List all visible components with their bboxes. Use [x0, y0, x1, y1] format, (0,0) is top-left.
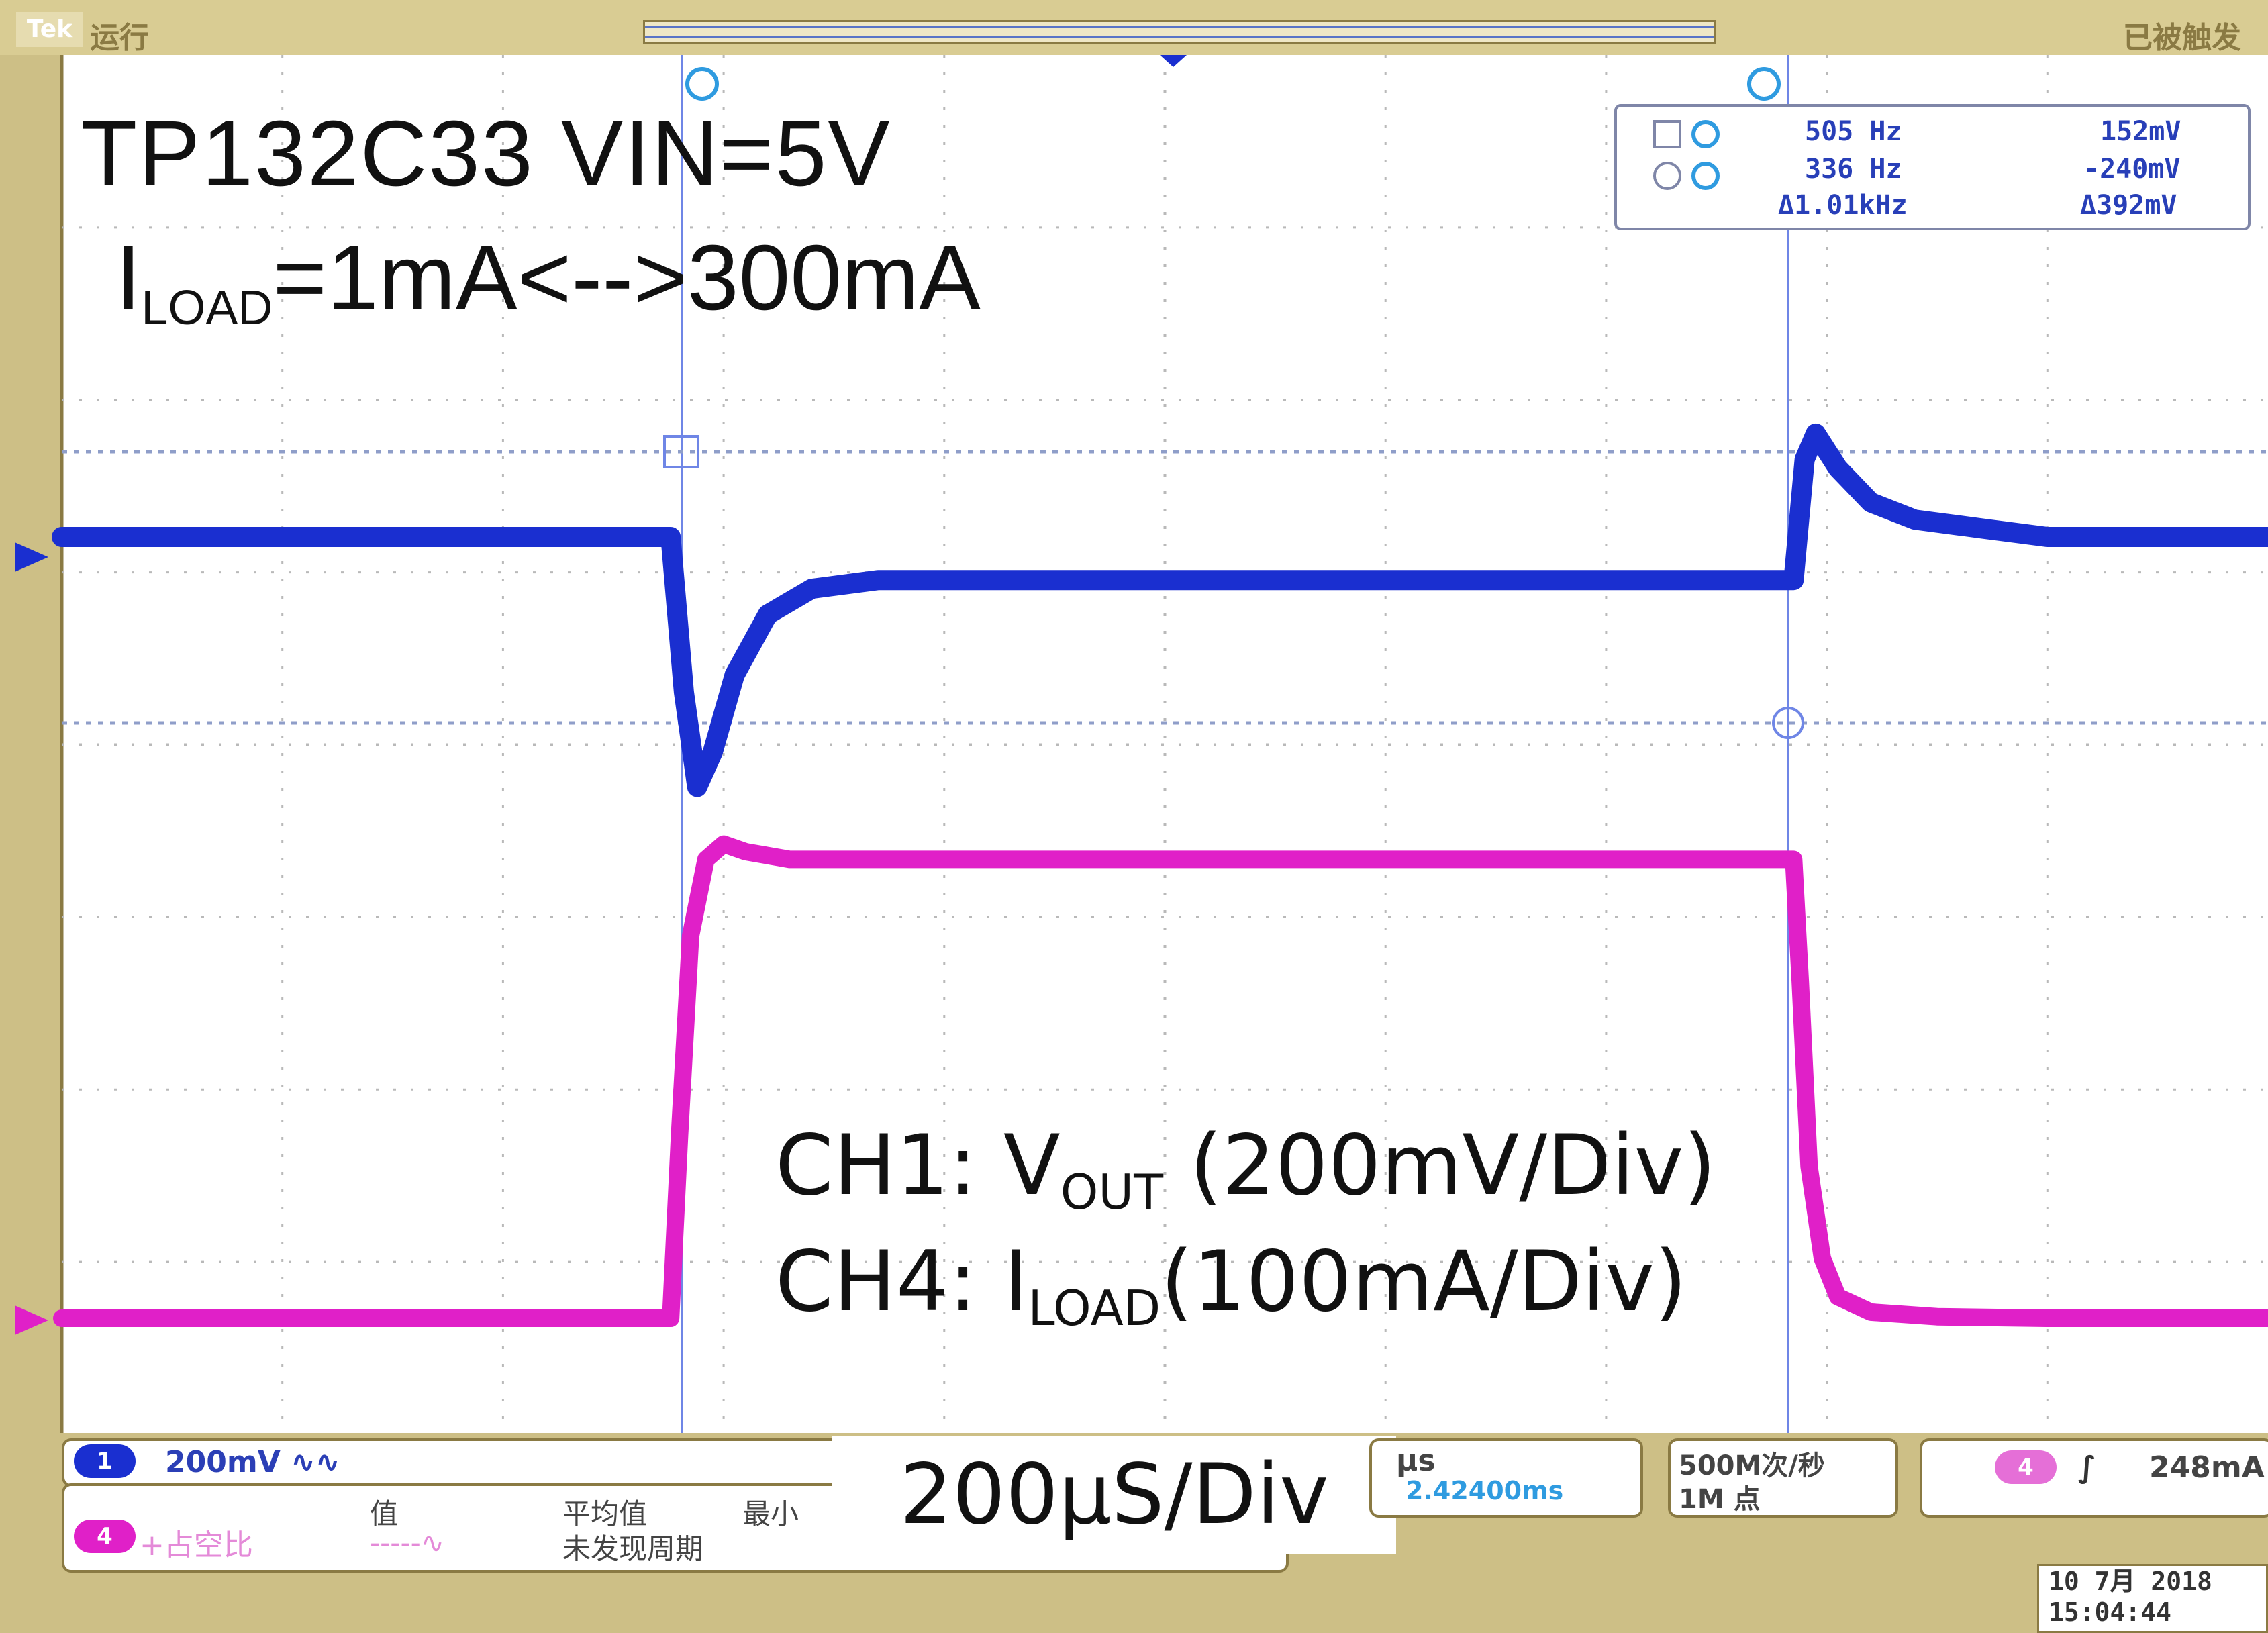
- cursor-delta-value: Δ392mV: [2080, 190, 2177, 221]
- ch4-badge: 4: [74, 1520, 136, 1553]
- load-step-prefix: I: [115, 226, 142, 330]
- cursor-a-frequency: 505 Hz: [1805, 116, 1902, 147]
- tek-logo: Tek: [16, 12, 83, 47]
- cursor-b-value: -240mV: [2083, 154, 2181, 185]
- waveform-traces: [52, 423, 2268, 1327]
- timebase-annotation: 200µS/Div: [832, 1436, 1396, 1554]
- ch1-scale-pill[interactable]: 1 200mV ∿∿: [62, 1438, 859, 1487]
- device-title: TP132C33 VIN=5V: [81, 102, 891, 205]
- trigger-state-label: 已被触发: [2123, 21, 2241, 55]
- ch4-ground-marker: [15, 1305, 48, 1335]
- cursor-b-circle-marker[interactable]: [1772, 707, 1804, 739]
- cursor-a-handle[interactable]: [685, 67, 719, 101]
- horizontal-offset: 2.42400ms: [1406, 1476, 1564, 1505]
- ch1-vout-trace: [52, 423, 2268, 797]
- cursor-a-channel-icon: [1691, 120, 1720, 148]
- ch4-desc-prefix: CH4: I: [775, 1234, 1028, 1330]
- trigger-source-badge: 4: [1995, 1450, 2057, 1484]
- ch1-badge: 1: [74, 1444, 136, 1478]
- cursor-a-square-icon: [1653, 120, 1681, 148]
- load-step-label: ILOAD=1mA<-->300mA: [115, 225, 981, 336]
- measure-value: -----∿: [370, 1526, 444, 1559]
- cursor-delta-frequency: Δ1.01kHz: [1778, 190, 1908, 221]
- date-time-box: 10 7月 2018 15:04:44: [2037, 1564, 2268, 1633]
- ch1-scale: 200mV ∿∿: [165, 1445, 340, 1479]
- ch1-ground-marker: [15, 542, 48, 572]
- cursor-readout-panel: 505 Hz 152mV 336 Hz -240mV Δ1.01kHz Δ392…: [1614, 104, 2251, 230]
- ch4-desc-suffix: (100mA/Div): [1161, 1234, 1687, 1330]
- load-step-suffix: =1mA<-->300mA: [273, 226, 981, 330]
- graticule-grid: [62, 55, 2268, 1434]
- cursor-b-channel-icon: [1691, 162, 1720, 190]
- trigger-slope-icon: ∫: [2078, 1450, 2096, 1485]
- cursor-readout-icons: [1653, 120, 1720, 190]
- horizontal-position-pill[interactable]: µs 2.42400ms: [1369, 1438, 1643, 1518]
- cursor-a-value: 152mV: [2100, 116, 2181, 147]
- run-state-label: 运行: [90, 21, 149, 55]
- cursor-a-square-marker[interactable]: [663, 435, 699, 468]
- ch1-desc-sub: OUT: [1060, 1164, 1164, 1220]
- trigger-position-marker: [1160, 55, 1187, 67]
- record-length-bar: [643, 20, 1716, 44]
- acquisition-pill[interactable]: 500M次/秒 1M 点: [1668, 1438, 1898, 1518]
- trigger-level: 248mA: [2149, 1450, 2265, 1485]
- sample-rate: 500M次/秒: [1679, 1450, 1825, 1481]
- measure-note: 未发现周期: [562, 1532, 704, 1565]
- measure-value-header: 值: [370, 1497, 399, 1530]
- ch4-description: CH4: ILOAD(100mA/Div): [775, 1234, 1687, 1336]
- time-unit: µs: [1396, 1444, 1436, 1478]
- record-view-window: [645, 26, 1714, 38]
- measure-min-header: 最小: [742, 1497, 799, 1530]
- scope-top-bar: Tek 运行 已被触发: [0, 0, 2268, 55]
- time-label: 15:04:44: [2049, 1597, 2172, 1627]
- ch1-description: CH1: VOUT (200mV/Div): [775, 1118, 1716, 1220]
- record-length: 1M 点: [1679, 1484, 1761, 1515]
- ch4-desc-sub: LOAD: [1028, 1280, 1161, 1336]
- cursor-b-frequency: 336 Hz: [1805, 154, 1902, 185]
- ch1-desc-suffix: (200mV/Div): [1163, 1118, 1716, 1214]
- ch4-iload-trace: [53, 835, 2268, 1327]
- duty-cycle-label: +占空比: [140, 1528, 253, 1563]
- ch1-desc-prefix: CH1: V: [775, 1118, 1061, 1214]
- cursor-b-circle-icon: [1653, 162, 1681, 190]
- load-step-sub: LOAD: [141, 281, 273, 335]
- trigger-pill[interactable]: 4 ∫ 248mA: [1920, 1438, 2268, 1518]
- measure-mean-header: 平均值: [562, 1497, 648, 1530]
- cursor-b-handle[interactable]: [1747, 67, 1781, 101]
- date-label: 10 7月 2018: [2049, 1567, 2212, 1596]
